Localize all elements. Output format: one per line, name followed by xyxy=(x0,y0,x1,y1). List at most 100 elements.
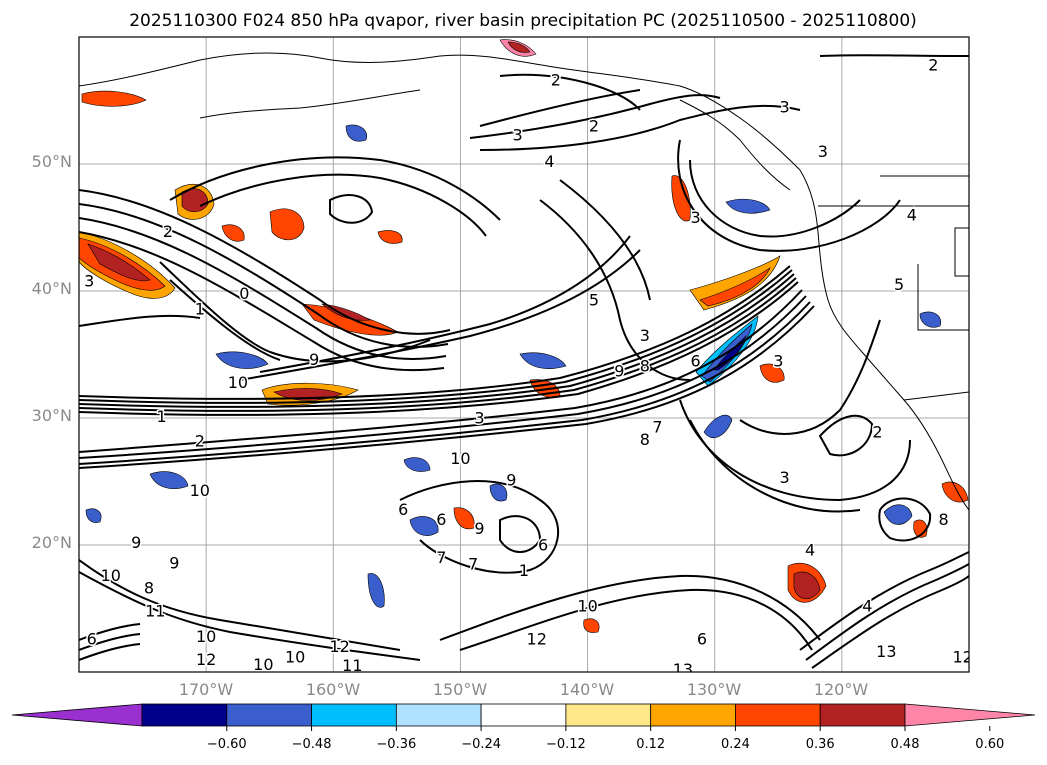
contour-label: 2 xyxy=(195,431,205,450)
contour-line xyxy=(79,231,445,372)
contour-label: 7 xyxy=(468,555,478,574)
contour-line xyxy=(79,269,793,404)
contour-label: 9 xyxy=(474,519,484,538)
contour-label: 10 xyxy=(450,449,470,468)
contour-line xyxy=(79,314,201,327)
anomaly-patch xyxy=(403,457,431,472)
contour-line xyxy=(79,189,451,335)
contour-label: 0 xyxy=(239,284,249,303)
colorbar: −0.60 −0.48 −0.36 −0.24 −0.12 0.12 0.24 0.36 0.4… xyxy=(11,703,1036,752)
contour-label: 3 xyxy=(84,271,94,290)
colorbar-tick-label: −0.24 xyxy=(461,737,501,752)
contour-label: 9 xyxy=(309,350,319,369)
contour-label: 10 xyxy=(285,647,305,666)
colorbar-bin xyxy=(735,703,821,727)
anomaly-patch xyxy=(519,352,567,369)
contour-label: 7 xyxy=(436,548,446,567)
contour-label: 3 xyxy=(691,208,701,227)
anomaly-patch xyxy=(149,471,189,489)
colorbar-tick-label: −0.12 xyxy=(546,737,586,752)
colorbar-bin xyxy=(650,703,736,727)
contour-line xyxy=(469,94,721,139)
anomaly-patch xyxy=(221,224,245,242)
map-frame xyxy=(78,36,970,673)
colorbar-tick-label: 0.36 xyxy=(806,737,835,752)
contour-line xyxy=(689,159,861,238)
anomaly-patch xyxy=(377,230,403,244)
contour-label: 8 xyxy=(938,510,948,529)
anomaly-patch xyxy=(215,351,269,369)
colorbar-tick-label: 0.48 xyxy=(891,737,920,752)
contour-line xyxy=(805,563,969,661)
contour-line xyxy=(479,89,641,127)
contour-label: 3 xyxy=(640,326,650,345)
contour-label: 2 xyxy=(928,55,938,74)
contour-line xyxy=(79,281,799,416)
anomaly-patch xyxy=(699,267,771,307)
contour-lines xyxy=(79,54,969,669)
aleutian-coast xyxy=(199,89,421,119)
contour-label: 2 xyxy=(551,71,561,90)
contour-label: 1 xyxy=(157,407,167,426)
lon-label-140w: 140°W xyxy=(560,680,615,699)
anomaly-patch xyxy=(759,363,785,383)
contour-label: 4 xyxy=(907,205,917,224)
contour-line xyxy=(399,480,559,574)
colorbar-bin xyxy=(819,703,906,727)
contour-label: 3 xyxy=(773,351,783,370)
lon-label-160w: 160°W xyxy=(306,680,361,699)
contour-line xyxy=(539,199,691,381)
border-us-mexico xyxy=(903,391,969,401)
anomaly-patch xyxy=(81,90,147,107)
contour-line xyxy=(79,217,447,360)
contour-label: 12 xyxy=(329,637,349,656)
contour-label: 3 xyxy=(474,409,484,428)
contour-line xyxy=(79,295,807,459)
colorbar-extend-high xyxy=(904,703,1036,727)
contour-label: 10 xyxy=(577,596,597,615)
contour-label: 13 xyxy=(876,642,896,661)
lon-label-170w: 170°W xyxy=(179,680,234,699)
contour-label: 5 xyxy=(589,290,599,309)
contour-line xyxy=(559,179,651,301)
lat-label-20: 20°N xyxy=(32,533,72,552)
colorbar-bin xyxy=(480,703,567,727)
contour-label: 1 xyxy=(519,561,529,580)
anomaly-patch xyxy=(489,483,508,502)
colorbar-tick-label: 0.12 xyxy=(636,737,665,752)
anomaly-patch xyxy=(883,504,913,525)
contour-label: 6 xyxy=(436,510,446,529)
contour-label: 5 xyxy=(894,275,904,294)
contour-line xyxy=(79,623,141,641)
coastline-alaska xyxy=(79,52,801,171)
colorbar-tick-label: −0.48 xyxy=(292,737,332,752)
contour-label: 6 xyxy=(538,536,548,555)
contour-label: 3 xyxy=(780,468,790,487)
contour-label: 4 xyxy=(862,596,872,615)
contour-line xyxy=(499,73,641,111)
contour-line xyxy=(199,173,487,237)
contour-line xyxy=(259,235,631,373)
anomaly-patch xyxy=(269,208,305,241)
contour-label: 8 xyxy=(640,430,650,449)
border-state-nv xyxy=(917,264,969,331)
contour-line xyxy=(459,588,813,651)
contour-line xyxy=(689,419,861,513)
contour-line xyxy=(878,497,932,542)
contour-label: 11 xyxy=(342,656,362,675)
longitude-tick-labels: 170°W 160°W 150°W 140°W 130°W 120°W xyxy=(179,680,869,699)
anomaly-patch xyxy=(703,414,733,438)
contour-line xyxy=(79,301,811,465)
contour-label: 1 xyxy=(195,299,205,318)
contour-label: 12 xyxy=(527,629,547,648)
colorbar-tick-label: −0.36 xyxy=(376,737,416,752)
contour-line xyxy=(819,54,969,57)
colorbar-bin xyxy=(395,703,482,727)
contour-line xyxy=(439,574,821,641)
latitude-tick-labels: 20°N 30°N 40°N 50°N xyxy=(32,152,72,552)
border-state-az xyxy=(954,227,969,277)
lat-label-30: 30°N xyxy=(32,406,72,425)
contour-line xyxy=(169,156,501,221)
